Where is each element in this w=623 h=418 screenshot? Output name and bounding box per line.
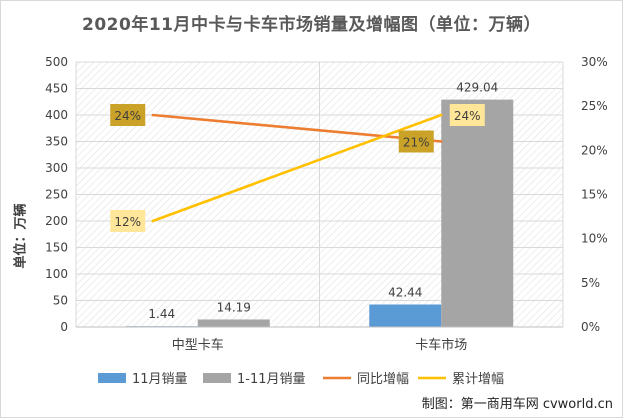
bar bbox=[441, 99, 514, 328]
y-tick-label: 150 bbox=[45, 241, 68, 255]
y2-tick-label: 20% bbox=[581, 143, 608, 157]
line-data-label: 24% bbox=[114, 109, 141, 123]
y-tick-label: 100 bbox=[45, 267, 68, 281]
line-data-label-box bbox=[110, 104, 146, 126]
legend-label: 累计增幅 bbox=[452, 372, 504, 387]
y-tick-label: 50 bbox=[53, 294, 68, 308]
y-tick-label: 350 bbox=[45, 135, 68, 149]
line-data-label-box bbox=[110, 210, 146, 232]
bar bbox=[369, 304, 442, 327]
line-data-label: 21% bbox=[403, 136, 430, 150]
y-tick-label: 200 bbox=[45, 214, 68, 228]
line-data-label-box bbox=[398, 130, 434, 153]
y2-tick-label: 30% bbox=[581, 55, 608, 69]
y2-tick-label: 5% bbox=[581, 276, 600, 290]
x-tick-label: 卡车市场 bbox=[415, 337, 467, 353]
bar-data-label: 14.19 bbox=[217, 300, 251, 314]
y-tick-label: 250 bbox=[45, 188, 68, 202]
legend-label: 1-11月销量 bbox=[237, 372, 306, 387]
y-tick-label: 400 bbox=[45, 108, 68, 122]
legend-swatch bbox=[98, 373, 126, 383]
line-data-label: 24% bbox=[454, 109, 481, 123]
y-tick-label: 450 bbox=[45, 82, 68, 96]
legend-label: 同比增幅 bbox=[357, 372, 409, 387]
y2-tick-label: 25% bbox=[581, 99, 608, 113]
line-data-label-box bbox=[449, 104, 485, 126]
bar-data-label: 42.44 bbox=[388, 286, 422, 300]
bar-data-label: 429.04 bbox=[456, 81, 498, 95]
series-line bbox=[151, 113, 443, 223]
watermark: 制图：第一商用车网 cvworld.cn bbox=[421, 397, 613, 412]
line-data-label: 12% bbox=[114, 215, 141, 229]
y2-tick-label: 0% bbox=[581, 320, 600, 334]
legend-swatch bbox=[203, 373, 231, 383]
bar bbox=[197, 319, 270, 327]
y-tick-label: 0 bbox=[60, 320, 68, 334]
y-tick-label: 500 bbox=[45, 55, 68, 69]
bar-data-label: 1.44 bbox=[148, 307, 175, 321]
legend-label: 11月销量 bbox=[132, 372, 188, 387]
y2-tick-label: 10% bbox=[581, 232, 608, 246]
chart-title: 2020年11月中卡与卡车市场销量及增幅图（单位：万辆） bbox=[82, 15, 541, 35]
series-line bbox=[151, 113, 443, 143]
x-tick-label: 中型卡车 bbox=[172, 337, 224, 353]
y-tick-label: 300 bbox=[45, 161, 68, 175]
y2-tick-label: 15% bbox=[581, 188, 608, 202]
